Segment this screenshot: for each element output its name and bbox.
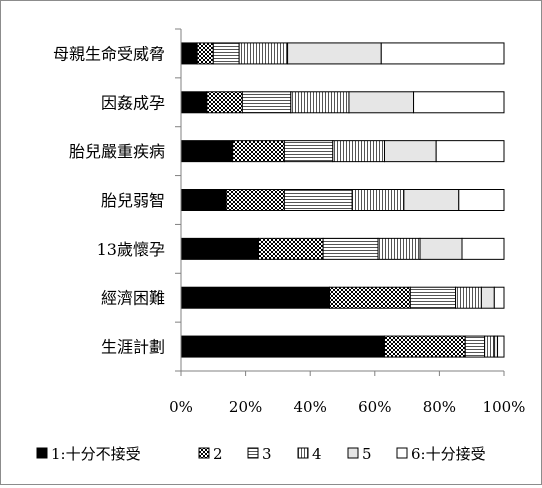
bar-segment — [206, 91, 243, 114]
x-tick-label: 100% — [483, 398, 526, 416]
bar-segment — [380, 42, 505, 65]
legend: 1:十分不接受 2 3 4 5 6:十分接受 — [36, 445, 486, 463]
bar-segment — [212, 42, 240, 65]
bar-segment — [464, 335, 486, 358]
legend-swatch — [198, 447, 210, 459]
bar-segment — [480, 286, 495, 309]
bar-segment — [322, 237, 379, 260]
bar-segment — [403, 189, 460, 211]
bar-segment — [497, 335, 505, 358]
category-label: 胎兒嚴重疾病 — [69, 142, 165, 161]
bar-segment — [225, 189, 285, 211]
bar-segment — [258, 237, 324, 260]
bar-segment — [196, 42, 214, 65]
bar-segment — [290, 91, 350, 114]
category-label: 因姦成孕 — [101, 93, 165, 112]
bar-segment — [180, 335, 385, 358]
bar-segment — [461, 237, 505, 260]
x-tick-label: 0% — [169, 398, 193, 416]
category-label: 母親生命受威脅 — [53, 44, 165, 63]
bar-segment — [241, 91, 292, 114]
category-label: 胎兒弱智 — [101, 191, 165, 210]
bar-segment — [435, 140, 505, 163]
category-label: 生涯計劃 — [101, 338, 165, 357]
legend-swatch — [347, 447, 359, 459]
bar-segment — [351, 189, 405, 211]
legend-label: 5 — [362, 445, 372, 463]
legend-label: 3 — [262, 445, 272, 463]
x-tick-label: 20% — [229, 398, 262, 416]
legend-label: 6:十分接受 — [411, 445, 486, 463]
bar-segment — [413, 91, 505, 114]
bar-segment — [287, 42, 382, 65]
bar-segment — [383, 140, 437, 163]
bar-segment — [409, 286, 457, 309]
bar-segment — [238, 42, 289, 65]
category-label: 13歲懷孕 — [97, 240, 165, 259]
bar-segment — [180, 237, 260, 260]
bar-segment — [493, 286, 505, 309]
bar-segment — [329, 286, 411, 309]
bar-segment — [484, 335, 495, 358]
bar-segment — [455, 286, 482, 309]
bar-segment — [383, 335, 466, 358]
bar-segment — [348, 91, 415, 114]
bar-segment — [180, 91, 208, 114]
x-tick-labels: 0% 20% 40% 60% 80% 100% — [169, 398, 525, 416]
bar-segment — [180, 189, 227, 211]
legend-swatch — [297, 447, 309, 459]
legend-swatch — [396, 447, 408, 459]
category-label: 經濟困難 — [101, 289, 165, 308]
bar-segment — [180, 42, 198, 65]
x-tick-label: 60% — [358, 398, 391, 416]
bar-segment — [180, 286, 331, 309]
x-tick-label: 80% — [423, 398, 456, 416]
bar-segment — [283, 140, 334, 163]
bar-segment — [180, 140, 234, 163]
legend-swatch — [247, 447, 259, 459]
legend-label: 1:十分不接受 — [51, 445, 141, 463]
bar-segment — [332, 140, 385, 163]
bar-segment — [377, 237, 421, 260]
bar-segment — [419, 237, 463, 260]
x-tick-label: 40% — [294, 398, 327, 416]
legend-label: 4 — [312, 445, 322, 463]
bar-segment — [458, 189, 505, 211]
legend-swatch — [36, 447, 48, 459]
bar-segment — [232, 140, 285, 163]
bar-segment — [283, 189, 353, 211]
bars-layer — [180, 42, 505, 358]
legend-label: 2 — [213, 445, 223, 463]
axes-layer — [175, 28, 505, 376]
